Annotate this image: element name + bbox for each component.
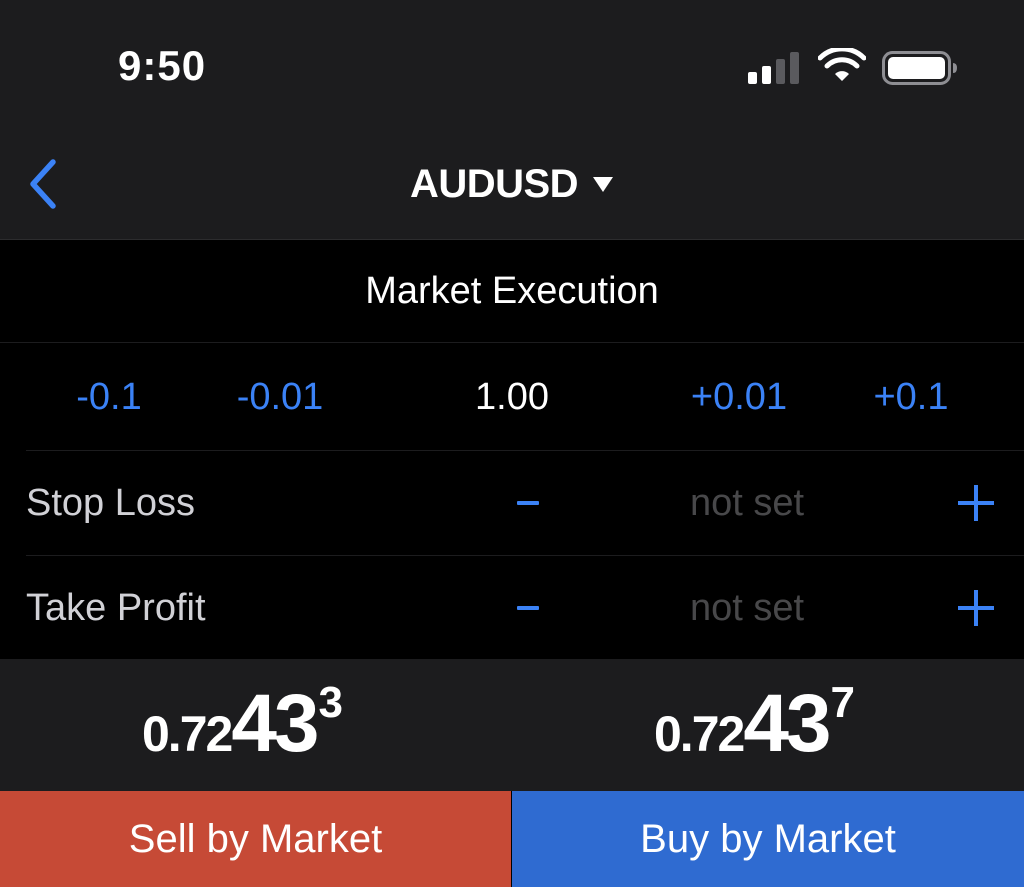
sell-price: 0.72433	[142, 677, 344, 777]
symbol-selector[interactable]: AUDUSD	[0, 156, 1024, 212]
volume-decrease-0.1-button[interactable]: -0.1	[76, 375, 142, 418]
status-bar: 9:50	[0, 0, 1024, 130]
volume-increase-0.1-button[interactable]: +0.1	[873, 375, 949, 418]
stop-loss-label: Stop Loss	[26, 481, 195, 524]
execution-type-label: Market Execution	[365, 270, 659, 312]
take-profit-decrease-button[interactable]	[500, 556, 556, 660]
buy-price: 0.72437	[654, 677, 856, 777]
chevron-left-icon	[30, 159, 56, 209]
sell-price-big-figure: 43	[231, 678, 319, 769]
take-profit-label: Take Profit	[26, 586, 206, 629]
price-area: 0.72433 0.72437	[0, 659, 1024, 791]
navigation-bar: AUDUSD	[0, 130, 1024, 240]
plus-icon	[958, 485, 994, 521]
buy-price-big-figure: 43	[743, 678, 831, 769]
stop-loss-row: Stop Loss not set	[0, 451, 1024, 555]
buy-price-pip: 7	[830, 678, 856, 727]
take-profit-row: Take Profit not set	[0, 556, 1024, 660]
sell-by-market-button[interactable]: Sell by Market	[0, 791, 511, 887]
execution-type-selector[interactable]: Market Execution	[0, 241, 1024, 343]
plus-icon	[958, 590, 994, 626]
volume-value[interactable]: 1.00	[475, 375, 549, 418]
minus-icon	[517, 501, 539, 505]
take-profit-value[interactable]: not set	[689, 586, 805, 629]
volume-row: -0.1 -0.01 1.00 +0.01 +0.1	[0, 344, 1024, 450]
back-button[interactable]	[18, 152, 68, 216]
stop-loss-increase-button[interactable]	[946, 451, 1006, 555]
buy-by-market-button[interactable]: Buy by Market	[512, 791, 1024, 887]
cellular-signal-icon	[748, 52, 799, 84]
battery-icon	[882, 51, 957, 85]
take-profit-increase-button[interactable]	[946, 556, 1006, 660]
caret-down-icon	[593, 177, 614, 192]
sell-price-prefix: 0.72	[142, 706, 233, 762]
sell-price-pip: 3	[318, 678, 344, 727]
stop-loss-decrease-button[interactable]	[500, 451, 556, 555]
minus-icon	[517, 606, 539, 610]
volume-increase-0.01-button[interactable]: +0.01	[690, 375, 788, 418]
buy-price-prefix: 0.72	[654, 706, 745, 762]
status-time: 9:50	[118, 42, 207, 89]
divider	[26, 450, 1024, 451]
symbol-title: AUDUSD	[409, 161, 579, 206]
stop-loss-value[interactable]: not set	[689, 481, 805, 524]
volume-decrease-0.01-button[interactable]: -0.01	[236, 375, 324, 418]
wifi-icon	[818, 48, 866, 81]
divider	[26, 555, 1024, 556]
